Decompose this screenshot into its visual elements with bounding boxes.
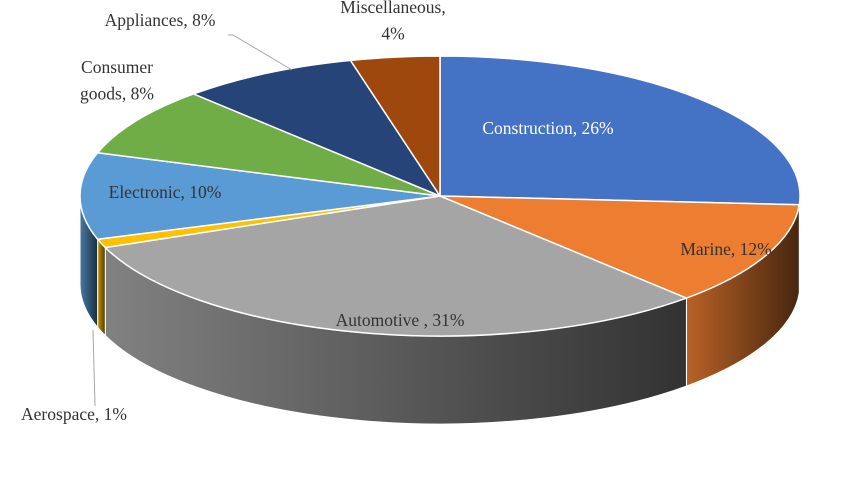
pie-side-aerospace (97, 237, 106, 337)
pie-slice-consumer-goods (96, 93, 441, 197)
slice-label-aerospace: Aerospace, 1% (21, 404, 127, 424)
slice-label-line: goods, 8% (80, 83, 154, 103)
pie-slice-electronic (79, 151, 441, 241)
slice-label-construction: Construction, 26% (482, 118, 613, 138)
slice-label-line: Consumer (81, 57, 153, 77)
slice-label-miscellaneous: Miscellaneous, 4% (340, 0, 445, 43)
slice-label-line: Electronic, 10% (109, 182, 222, 202)
slice-label-automotive: Automotive , 31% (336, 310, 465, 330)
slice-label-line: Construction, 26% (482, 118, 613, 138)
slice-label-line: Appliances, 8% (105, 10, 216, 30)
slice-label-consumer-goods: Consumer goods, 8% (80, 57, 154, 103)
slice-labels: Construction, 26% Marine, 12% Automotive ,… (21, 0, 772, 424)
leader-line-appliances (228, 34, 293, 71)
pie-slice-miscellaneous (349, 55, 441, 197)
slice-label-line: 4% (381, 23, 404, 43)
pie-tops (79, 55, 801, 337)
leader-line-aerospace (92, 329, 96, 407)
label-leader-lines (92, 34, 293, 407)
slice-label-line: Automotive , 31% (336, 310, 465, 330)
pie-slice-marine (439, 195, 801, 299)
pie-slice-automotive (104, 195, 688, 337)
slice-label-marine: Marine, 12% (680, 239, 771, 259)
slice-label-appliances: Appliances, 8% (105, 10, 216, 30)
slice-label-electronic: Electronic, 10% (109, 182, 222, 202)
pie-slice-appliances (192, 59, 441, 197)
pie-slice-construction (439, 55, 801, 206)
slice-label-line: Aerospace, 1% (21, 404, 127, 424)
slice-label-line: Miscellaneous, (340, 0, 445, 17)
slice-label-line: Marine, 12% (680, 239, 771, 259)
